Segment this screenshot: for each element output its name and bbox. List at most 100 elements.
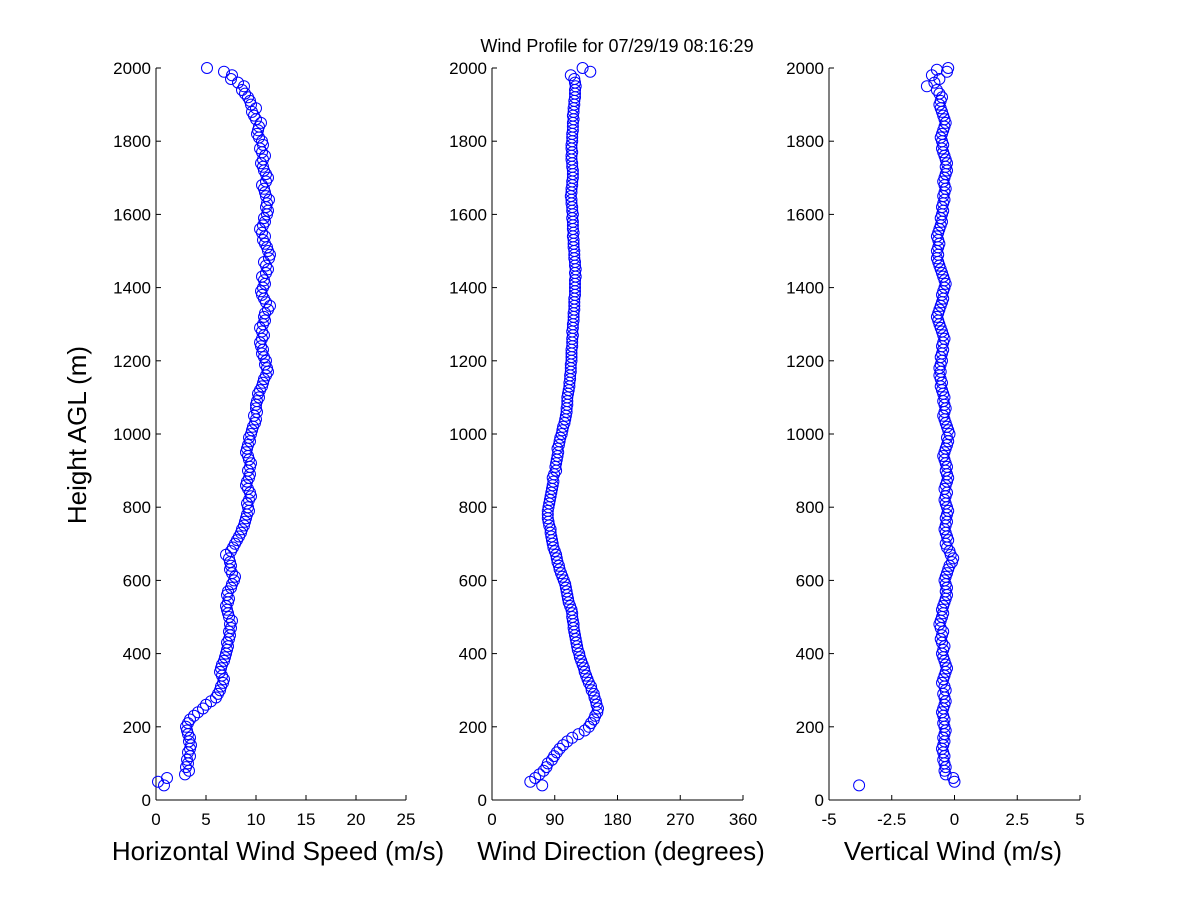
data-point (223, 611, 235, 623)
data-point (197, 702, 209, 715)
data-point (576, 62, 589, 74)
x-tick-label: 10 (247, 810, 266, 829)
data-point (555, 428, 568, 440)
panel-wind-direction: 0 200 400 600 800 1000 1200 1400 1600 1800 2000 0 90… (449, 59, 765, 866)
y-tick-label: 400 (459, 645, 487, 664)
data-point (557, 739, 570, 752)
data-point (947, 772, 960, 784)
data-point (930, 84, 943, 96)
y-tick-label: 1200 (786, 352, 824, 371)
data-point (181, 753, 193, 766)
data-point (936, 91, 948, 104)
data-point (263, 193, 275, 206)
y-tick-label: 1000 (113, 425, 151, 444)
data-point (222, 585, 234, 598)
data-point (219, 651, 231, 664)
data-point (254, 223, 266, 235)
data-point (229, 570, 241, 583)
data-point (252, 124, 264, 137)
y-tick-label: 600 (459, 571, 487, 590)
x-axis-label-speed: Horizontal Wind Speed (m/s) (112, 836, 444, 866)
data-point (256, 135, 268, 148)
x-tick-label: 15 (297, 810, 316, 829)
x-tick-label: 0 (151, 810, 160, 829)
data-point (552, 439, 565, 451)
data-point (578, 665, 591, 678)
y-tick-label: 1200 (113, 352, 151, 371)
y-tick-label: 2000 (113, 59, 151, 78)
x-tick-label: 5 (1075, 810, 1084, 829)
data-point (250, 402, 262, 415)
data-point (585, 680, 597, 693)
data-point (853, 779, 866, 792)
y-tick-label: 0 (815, 791, 824, 810)
data-point (201, 62, 213, 74)
data-point (550, 552, 563, 565)
y-tick-label: 1600 (449, 205, 487, 224)
y-tick-label: 800 (459, 498, 487, 517)
data-point (566, 731, 579, 744)
data-point (262, 245, 274, 257)
y-tick-label: 1000 (449, 425, 487, 444)
y-tick-label: 1800 (786, 132, 824, 151)
panel-horizontal-wind-speed: 0 200 400 600 800 1000 1200 1400 1600 1800 2000 0 5 1… (112, 59, 444, 866)
y-tick-label: 0 (142, 791, 151, 810)
data-point (218, 654, 230, 667)
data-point (264, 299, 276, 312)
y-tick-label: 800 (796, 498, 824, 517)
data-point (259, 307, 271, 320)
data-point (218, 65, 230, 78)
x-tick-label: 0 (487, 810, 496, 829)
data-point (937, 687, 950, 700)
data-point (215, 662, 227, 675)
y-tick-label: 800 (123, 498, 151, 517)
y-tick-label: 1400 (113, 279, 151, 298)
data-point (158, 779, 170, 792)
data-point (259, 215, 271, 228)
data-point (259, 230, 271, 243)
data-point (942, 62, 955, 74)
y-tick-label: 1400 (449, 279, 487, 298)
data-point (181, 724, 193, 737)
data-point (938, 640, 951, 653)
data-point (248, 409, 260, 422)
data-point (938, 680, 951, 693)
y-tick-label: 200 (459, 718, 487, 737)
data-point (553, 563, 566, 576)
data-point (238, 519, 250, 532)
y-tick-label: 600 (796, 571, 824, 590)
data-point (564, 69, 577, 82)
x-tick-label: 5 (201, 810, 210, 829)
data-point (239, 87, 251, 100)
data-point (243, 453, 255, 466)
data-point (184, 742, 196, 755)
data-point (573, 651, 586, 664)
data-point (257, 376, 269, 389)
data-point (182, 757, 194, 770)
data-point (553, 742, 566, 755)
y-tick-label: 2000 (786, 59, 824, 78)
x-tick-label: 180 (603, 810, 631, 829)
y-tick-label: 0 (478, 791, 487, 810)
data-point (585, 684, 598, 697)
data-point (524, 775, 537, 788)
data-point (259, 358, 271, 371)
data-point (240, 446, 252, 459)
data-point (242, 91, 254, 104)
y-tick-label: 200 (796, 718, 824, 737)
data-point (255, 340, 267, 353)
x-tick-label: -5 (821, 810, 836, 829)
data-point (947, 552, 960, 565)
data-point (251, 127, 263, 140)
x-tick-label: 25 (397, 810, 416, 829)
data-point (256, 270, 268, 283)
y-tick-label: 1800 (113, 132, 151, 151)
data-point (225, 559, 237, 572)
data-point (225, 73, 237, 85)
data-point (260, 190, 272, 203)
data-point (182, 728, 194, 741)
data-point (536, 779, 549, 792)
data-point (584, 65, 597, 78)
y-tick-label: 1200 (449, 352, 487, 371)
data-point (933, 73, 946, 85)
